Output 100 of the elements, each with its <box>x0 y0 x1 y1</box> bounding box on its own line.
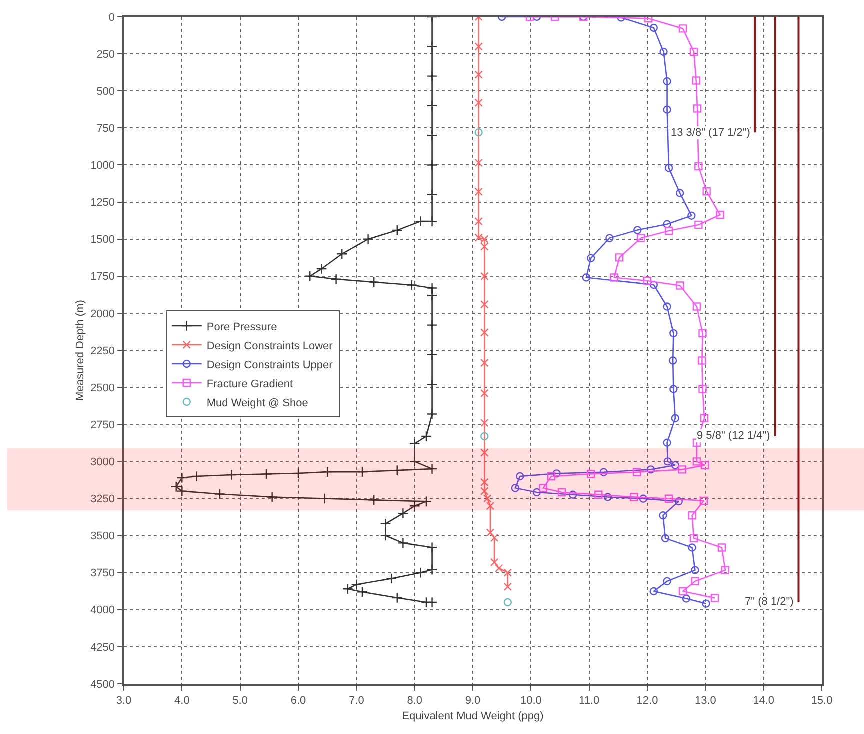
point <box>490 558 499 567</box>
point <box>480 242 489 251</box>
point <box>368 276 380 288</box>
point <box>415 567 426 578</box>
point <box>691 566 700 574</box>
point <box>368 494 380 506</box>
point <box>409 500 420 512</box>
point <box>322 466 334 478</box>
point <box>426 596 438 608</box>
y-tick-label: 1000 <box>90 160 116 172</box>
x-tick-label: 9.0 <box>465 694 481 707</box>
x-tick-label: 14.0 <box>753 694 775 707</box>
point <box>668 356 678 365</box>
point <box>690 534 698 543</box>
point <box>426 282 438 294</box>
point <box>480 300 489 309</box>
point <box>678 587 688 596</box>
x-tick-label: 5.0 <box>232 694 248 707</box>
point <box>663 302 672 311</box>
point <box>362 234 374 245</box>
annotation: 9 5/8" (12 1/4") <box>697 430 770 442</box>
point <box>600 468 608 476</box>
point <box>670 385 678 394</box>
point <box>688 212 696 220</box>
point <box>483 494 492 503</box>
point <box>480 272 489 280</box>
point <box>261 468 272 480</box>
y-tick-label: 250 <box>96 48 116 61</box>
point <box>304 270 316 282</box>
point <box>644 17 653 23</box>
point <box>398 538 409 549</box>
point <box>398 508 409 520</box>
point <box>330 274 342 285</box>
point <box>660 48 668 56</box>
point <box>342 584 354 595</box>
y-tick-label: 3000 <box>90 456 116 469</box>
x-tick-label: 10.0 <box>520 694 542 707</box>
y-tick-label: 2000 <box>90 308 116 320</box>
point <box>558 488 566 497</box>
point <box>692 76 700 85</box>
point <box>426 320 438 331</box>
y-tick-label: 1750 <box>90 271 116 284</box>
point <box>415 216 426 228</box>
point <box>504 568 512 577</box>
annotation: 13 3/8" (17 1/2") <box>671 127 750 139</box>
point <box>659 512 668 520</box>
point <box>698 356 706 365</box>
point <box>663 106 672 114</box>
point <box>700 414 709 422</box>
point <box>426 189 438 200</box>
point <box>702 188 711 196</box>
legend-label: Design Constraints Lower <box>206 340 334 352</box>
x-tick-label: 15.0 <box>811 694 833 707</box>
point <box>568 490 578 499</box>
point <box>474 158 483 168</box>
x-tick-label: 6.0 <box>290 694 306 707</box>
point <box>504 598 512 607</box>
point <box>409 438 420 450</box>
x-tick-label: 11.0 <box>579 694 600 707</box>
point <box>678 466 686 474</box>
point <box>480 478 489 487</box>
point <box>474 217 483 226</box>
point <box>698 329 707 338</box>
point <box>319 493 330 504</box>
point <box>678 24 688 33</box>
point <box>700 496 708 506</box>
point <box>663 438 672 447</box>
point <box>663 577 672 586</box>
point <box>336 248 348 260</box>
point <box>486 502 495 510</box>
point <box>392 592 403 604</box>
point <box>480 359 489 368</box>
x-tick-label: 13.0 <box>694 694 716 707</box>
point <box>698 385 707 394</box>
point <box>214 488 226 500</box>
x-tick-label: 12.0 <box>636 694 658 707</box>
point <box>392 224 403 236</box>
y-tick-label: 4500 <box>90 678 116 691</box>
point <box>671 414 680 422</box>
point <box>650 24 658 32</box>
point <box>532 488 542 497</box>
point <box>426 41 438 52</box>
x-tick-label: 7.0 <box>349 694 364 707</box>
y-tick-label: 0 <box>108 12 116 24</box>
point <box>480 389 489 398</box>
point <box>702 600 710 608</box>
point <box>606 234 614 242</box>
point <box>226 470 238 481</box>
y-tick-label: 1500 <box>90 234 116 246</box>
point <box>582 274 591 282</box>
point <box>426 564 438 576</box>
point <box>688 512 696 520</box>
point <box>380 530 392 542</box>
point <box>426 464 438 475</box>
point <box>721 566 730 574</box>
point <box>692 302 702 311</box>
point <box>176 472 188 484</box>
point <box>692 458 702 466</box>
point <box>694 162 703 171</box>
point <box>480 448 489 457</box>
